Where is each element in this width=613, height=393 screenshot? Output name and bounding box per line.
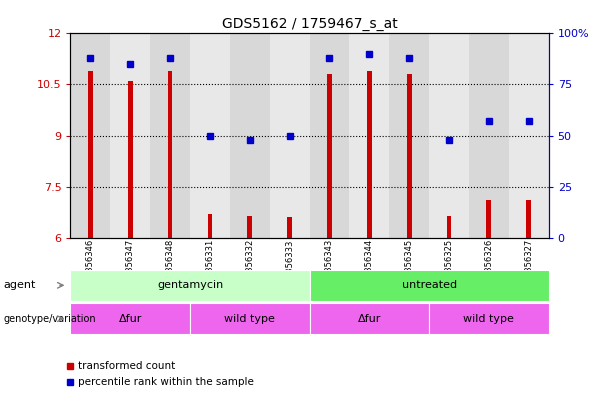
Title: GDS5162 / 1759467_s_at: GDS5162 / 1759467_s_at	[222, 17, 397, 31]
Bar	[487, 200, 491, 238]
Bar	[327, 74, 332, 238]
Text: Δfur: Δfur	[118, 314, 142, 324]
Bar	[190, 33, 230, 238]
Bar	[287, 217, 292, 238]
Bar	[208, 214, 212, 238]
Text: gentamycin: gentamycin	[157, 280, 223, 290]
Bar	[310, 33, 349, 238]
Bar	[110, 33, 150, 238]
Bar	[429, 33, 469, 238]
Bar	[270, 33, 310, 238]
Bar	[407, 74, 411, 238]
Bar	[389, 33, 429, 238]
Bar	[469, 33, 509, 238]
Bar	[367, 71, 371, 238]
Bar	[248, 216, 252, 238]
Bar	[349, 33, 389, 238]
Bar	[70, 33, 110, 238]
Text: transformed count: transformed count	[78, 361, 176, 371]
Bar	[509, 33, 549, 238]
Bar	[168, 71, 172, 238]
Text: genotype/variation: genotype/variation	[3, 314, 96, 324]
Text: wild type: wild type	[224, 314, 275, 324]
Bar	[527, 200, 531, 238]
Bar	[230, 33, 270, 238]
Text: untreated: untreated	[402, 280, 457, 290]
Text: wild type: wild type	[463, 314, 514, 324]
Bar	[447, 216, 451, 238]
Text: percentile rank within the sample: percentile rank within the sample	[78, 377, 254, 387]
Bar	[128, 81, 132, 238]
Bar	[88, 71, 93, 238]
Bar	[150, 33, 190, 238]
Text: agent: agent	[3, 280, 36, 290]
Text: Δfur: Δfur	[357, 314, 381, 324]
